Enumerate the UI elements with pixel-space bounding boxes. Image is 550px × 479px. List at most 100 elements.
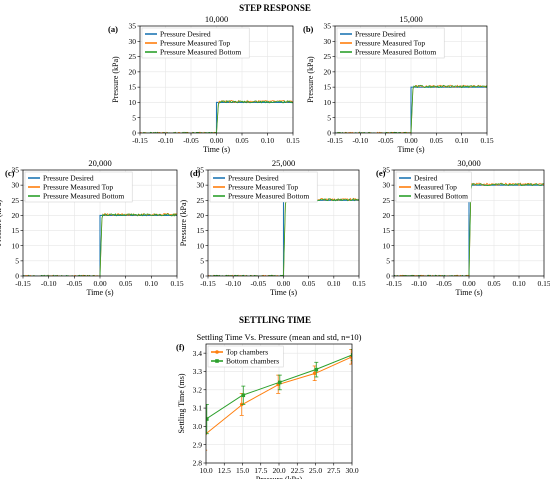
y-tick-label: 5 — [132, 113, 136, 122]
legend-label: Pressure Desired — [228, 174, 279, 183]
plot-frame — [139, 25, 294, 134]
section-title-settling-time: SETTLING TIME — [239, 315, 311, 325]
x-axis-label: Time (s) — [455, 288, 482, 297]
series-line-pressure-desired — [140, 101, 293, 133]
panel-label: (c) — [5, 168, 15, 178]
x-axis-label: Time (s) — [397, 145, 424, 154]
x-tick-label: 0.05 — [119, 279, 132, 288]
section-title-step-response: STEP RESPONSE — [239, 3, 311, 13]
series-line-measured-bottom — [394, 182, 544, 276]
plot-frame — [207, 169, 360, 277]
x-tick-label: -0.15 — [386, 279, 402, 288]
y-tick-label: 15 — [129, 83, 137, 92]
chart-title: 30,000 — [457, 158, 480, 168]
legend-label: Pressure Measured Top — [160, 39, 230, 48]
x-tick-label: 0.15 — [170, 279, 183, 288]
chart-panels: (a) 10,000 -0.15 -0.10 -0.05 0.00 0.05 0.10 0.15… — [0, 14, 550, 479]
chart-panel-a: (a) 10,000 -0.15 -0.10 -0.05 0.00 0.05 0.10 0.15… — [108, 14, 300, 154]
legend-marker — [215, 359, 219, 363]
x-axis-label: Time (s) — [86, 288, 113, 297]
legend-label: Top chambers — [226, 348, 268, 357]
x-tick-label: -0.05 — [67, 279, 83, 288]
x-axis-label: Time (s) — [270, 288, 297, 297]
y-tick-label: 3.0 — [193, 422, 203, 431]
panel-label: (b) — [303, 24, 314, 34]
y-tick-label: 3.3 — [193, 367, 203, 376]
x-tick-label: 0.00 — [277, 279, 290, 288]
y-tick-label: 25 — [383, 196, 391, 205]
chart-title: 10,000 — [205, 14, 228, 24]
x-tick-label: -0.10 — [158, 136, 174, 145]
x-tick-label: 0.05 — [302, 279, 315, 288]
series-line-pressure-measured-bottom — [335, 84, 487, 133]
y-tick-label: 5 — [386, 256, 390, 265]
y-tick-label: 10 — [324, 98, 332, 107]
data-point — [351, 353, 352, 357]
series-line-pressure-measured-top — [336, 84, 487, 133]
y-tick-label: 3.1 — [193, 404, 203, 413]
y-tick-label: 15 — [383, 226, 391, 235]
series-line-pressure-desired — [208, 199, 359, 276]
data-point — [312, 371, 317, 376]
data-point — [241, 393, 246, 398]
x-tick-label: 0.00 — [404, 136, 417, 145]
x-tick-label: 10.0 — [199, 466, 212, 475]
chart-title: Settling Time Vs. Pressure (mean and std… — [197, 332, 362, 342]
legend-label: Pressure Desired — [355, 30, 406, 39]
x-axis-label: Time (s) — [203, 145, 230, 154]
plot-area — [140, 99, 293, 133]
y-tick-label: 10 — [383, 241, 391, 250]
y-tick-label: 20 — [197, 211, 205, 220]
y-tick-label: 2.9 — [193, 440, 203, 449]
y-axis-label: Pressure (kPa) — [0, 199, 3, 246]
x-tick-label: -0.10 — [41, 279, 57, 288]
x-tick-label: -0.15 — [15, 279, 31, 288]
legend-label: Pressure Measured Top — [228, 183, 298, 192]
chart-panel-d: (d) 25,000 -0.15 -0.10 -0.05 0.00 0.05 0.10 0.15… — [179, 158, 366, 297]
y-tick-label: 35 — [324, 22, 332, 31]
x-tick-label: 25.0 — [309, 466, 322, 475]
x-tick-label: 0.05 — [235, 136, 248, 145]
x-tick-label: 0.15 — [480, 136, 493, 145]
y-tick-label: 3.2 — [193, 385, 203, 394]
y-tick-label: 0 — [15, 272, 19, 281]
x-tick-label: -0.05 — [183, 136, 199, 145]
legend-box — [336, 27, 445, 59]
legend-label: Pressure Desired — [160, 30, 211, 39]
y-tick-label: 35 — [12, 166, 20, 175]
panel-label: (f) — [176, 342, 185, 352]
x-tick-label: 0.10 — [512, 279, 525, 288]
y-tick-label: 15 — [324, 83, 332, 92]
panel-label: (d) — [190, 168, 201, 178]
legend-label: Pressure Desired — [43, 174, 94, 183]
series-line-pressure-measured-bottom — [141, 100, 293, 133]
x-tick-label: -0.15 — [200, 279, 216, 288]
panel-label: (e) — [376, 168, 386, 178]
y-tick-label: 35 — [383, 166, 391, 175]
legend-marker — [215, 350, 219, 354]
legend-label: Pressure Measured Bottom — [228, 192, 309, 201]
data-point — [278, 380, 282, 385]
x-tick-label: 0.15 — [286, 136, 299, 145]
plot-frame — [393, 169, 545, 277]
plot-frame — [334, 25, 488, 134]
x-tick-label: 12.5 — [218, 466, 231, 475]
y-tick-label: 30 — [383, 181, 391, 190]
y-tick-label: 25 — [197, 196, 205, 205]
x-tick-label: 0.10 — [261, 136, 274, 145]
legend-box — [209, 171, 318, 203]
y-axis-label: Pressure (kPa) — [111, 56, 120, 103]
y-tick-label: 10 — [12, 241, 20, 250]
y-tick-label: 0 — [200, 272, 204, 281]
x-tick-label: -0.05 — [378, 136, 394, 145]
y-tick-label: 15 — [197, 226, 205, 235]
x-tick-label: 0.15 — [537, 279, 550, 288]
y-tick-label: 30 — [12, 181, 20, 190]
y-axis-label: Settling Time (ms) — [177, 373, 186, 433]
legend-label: Pressure Measured Top — [43, 183, 113, 192]
